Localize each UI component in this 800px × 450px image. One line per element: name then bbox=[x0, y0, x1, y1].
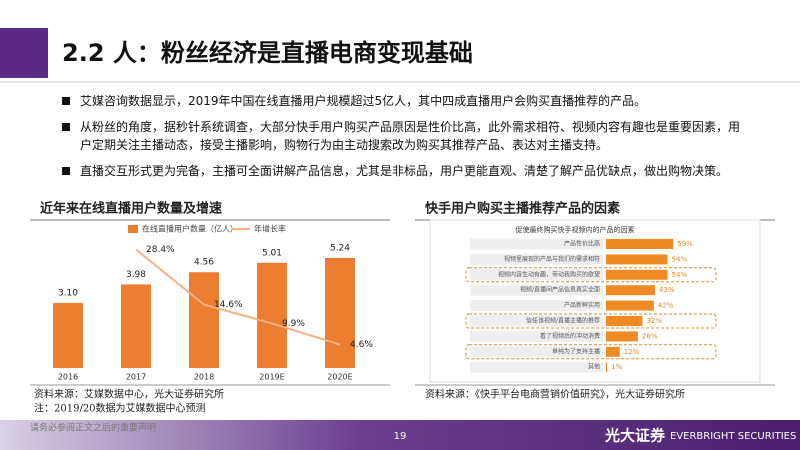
bar-label: 12% bbox=[624, 348, 640, 356]
label-box bbox=[470, 284, 603, 296]
legend-swatch bbox=[128, 225, 138, 233]
category-label: 信任该视频/直播主播的推荐 bbox=[526, 317, 600, 325]
line-label: 14.6% bbox=[214, 300, 243, 310]
bar bbox=[325, 257, 355, 368]
bar-label: 28% bbox=[642, 332, 658, 340]
legend-label: 年增长率 bbox=[254, 224, 286, 234]
inner-frame bbox=[429, 219, 761, 383]
chart-title: 快手用户购买主播推荐产品的因素 bbox=[425, 201, 620, 217]
label-box bbox=[470, 300, 603, 312]
label-box bbox=[470, 253, 603, 265]
label-box bbox=[470, 269, 603, 281]
bar bbox=[121, 284, 151, 368]
line-label: 9.9% bbox=[282, 319, 305, 329]
category-label: 产品新鲜实用 bbox=[564, 301, 600, 309]
bullet: 从粉丝的角度，据秒针系统调查，大部分快手用户购买产品原因是性价比高，此外需求相符… bbox=[62, 118, 750, 154]
label-box bbox=[470, 346, 603, 358]
x-tick-label: 2016 bbox=[58, 373, 78, 382]
bar-label: 5.01 bbox=[262, 248, 282, 258]
bar-label: 1% bbox=[611, 363, 622, 371]
bar-label: 42% bbox=[658, 302, 674, 310]
bar-label: 59% bbox=[677, 240, 693, 248]
bar bbox=[606, 362, 608, 373]
x-tick-label: 2018 bbox=[194, 373, 214, 382]
disclaimer: 请务必参阅正文之后的重要声明 bbox=[30, 422, 156, 434]
category-label: 其他 bbox=[588, 363, 600, 371]
line-label: 28.4% bbox=[146, 245, 175, 255]
source: 资料来源：《快手平台电商营销价值研究》，光大证券研究所 bbox=[425, 388, 685, 401]
bar bbox=[606, 254, 668, 265]
bar bbox=[606, 316, 643, 326]
page-number: 19 bbox=[394, 431, 407, 442]
bar bbox=[53, 302, 83, 368]
category-label: 看了视频后的冲动消费 bbox=[540, 332, 600, 340]
line-label: 4.6% bbox=[350, 340, 373, 350]
label-box bbox=[470, 361, 603, 373]
bar-label: 5.24 bbox=[330, 243, 350, 253]
growth-line bbox=[135, 248, 341, 346]
x-tick-label: 2020E bbox=[327, 373, 352, 382]
bar bbox=[606, 331, 638, 342]
note: 注：2019/20数据为艾媒数据中心预测 bbox=[34, 402, 206, 415]
bar-label: 3.10 bbox=[58, 288, 78, 298]
highlight-box bbox=[465, 267, 717, 283]
bar-label: 3.98 bbox=[126, 270, 146, 280]
highlight-box bbox=[465, 313, 717, 329]
logo-block bbox=[0, 28, 48, 78]
bullet: 直播交互形式更为完备，主播可全面讲解产品信息，尤其是非标品，用户更能直观、清楚了… bbox=[62, 162, 750, 180]
label-box bbox=[470, 330, 603, 342]
x-tick-label: 2019E bbox=[259, 373, 284, 382]
category-label: 单纯为了支持主播 bbox=[552, 347, 600, 355]
category-label: 视频/直播间产品信息真实全面 bbox=[520, 286, 600, 294]
bar-label: 32% bbox=[646, 317, 662, 325]
x-tick-label: 2017 bbox=[126, 373, 146, 382]
category-label: 产品性价比高 bbox=[564, 240, 600, 248]
bar-label: 43% bbox=[659, 286, 675, 294]
label-box bbox=[470, 315, 603, 327]
highlight-box bbox=[465, 344, 717, 360]
bar-label: 4.56 bbox=[194, 258, 214, 268]
bullet: 艾媒咨询数据显示，2019年中国在线直播用户规模超过5亿人，其中四成直播用户会购… bbox=[62, 92, 750, 110]
label-box bbox=[470, 238, 603, 250]
bar-label: 54% bbox=[672, 271, 688, 279]
slide-title: 2.2 人：粉丝经济是直播电商变现基础 bbox=[62, 39, 473, 67]
bar bbox=[189, 272, 219, 368]
chart-title: 近年来在线直播用户数量及增速 bbox=[40, 201, 222, 217]
footer-band bbox=[0, 420, 800, 450]
bar bbox=[606, 285, 656, 296]
bar bbox=[606, 239, 674, 249]
source: 资料来源：艾媒数据中心，光大证券研究所 bbox=[34, 388, 224, 401]
bar-label: 54% bbox=[672, 255, 688, 263]
brand-en: EVERBRIGHT SECURITIES bbox=[670, 431, 796, 442]
bar bbox=[257, 262, 287, 368]
chart-subtitle: 促使最终购买快手视频内的产品的因素 bbox=[516, 225, 635, 234]
category-label: 视频内容生动有趣，带动我购买的欲望 bbox=[498, 270, 600, 278]
bar bbox=[606, 269, 668, 280]
bar bbox=[606, 346, 620, 357]
bar bbox=[606, 300, 654, 311]
category-label: 视频里展现的产品与我们的需求相符 bbox=[504, 255, 600, 263]
legend-label: 在线直播用户数量（亿人） bbox=[142, 224, 238, 234]
brand: 光大证券 bbox=[604, 427, 666, 445]
